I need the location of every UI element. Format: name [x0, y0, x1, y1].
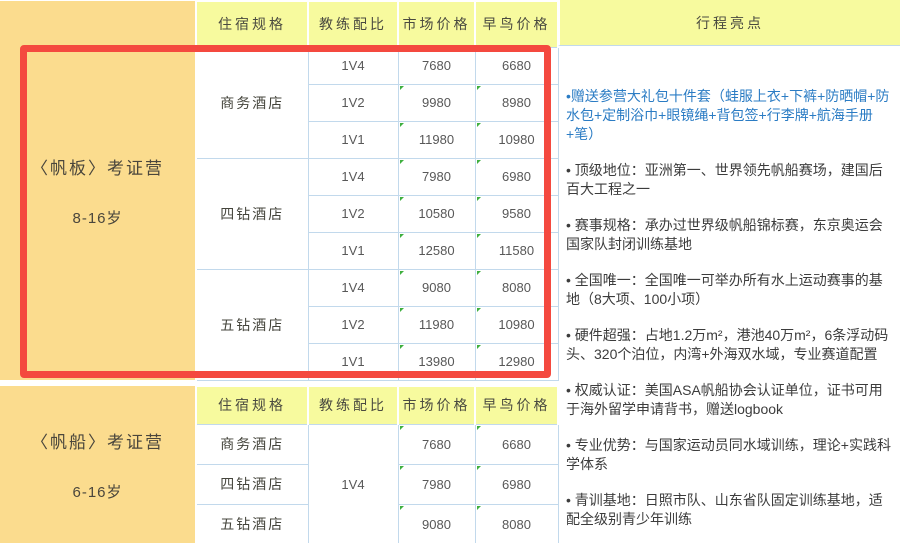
ratio-cell: 1V4	[307, 268, 399, 307]
header-accommodation: 住宿规格	[195, 385, 309, 425]
header-market-price: 市场价格	[397, 0, 476, 48]
highlight-item: • 硬件超强：占地1.2万m²，港池40万m²，6条浮动码头、320个泊位，内湾…	[566, 327, 889, 362]
camp-age-range: 6-16岁	[72, 484, 123, 501]
early-bird-cell: 6980	[474, 463, 559, 505]
ratio-cell: 1V1	[307, 342, 399, 381]
market-price-cell: 7680	[397, 46, 476, 85]
ratio-cell: 1V2	[307, 305, 399, 344]
excel-corner-marker	[399, 465, 404, 470]
header-highlights: 行程亮点	[558, 0, 900, 46]
early-bird-cell: 6680	[474, 423, 559, 465]
excel-corner-marker	[476, 465, 481, 470]
highlight-gift-package: •赠送参营大礼包十件套（蛙服上衣+下裤+防晒帽+防水包+定制浴巾+眼镜绳+背包签…	[566, 88, 890, 142]
market-price-cell: 9080	[397, 268, 476, 307]
hotel-cell: 商务酒店	[195, 423, 309, 465]
ratio-cell-merged: 1V4	[307, 423, 399, 543]
excel-corner-marker	[476, 85, 481, 90]
hotel-cell: 五钻酒店	[195, 268, 309, 381]
excel-corner-marker	[399, 196, 404, 201]
hotel-cell: 商务酒店	[195, 46, 309, 159]
ratio-cell: 1V1	[307, 120, 399, 159]
excel-corner-marker	[399, 425, 404, 430]
highlight-item: • 权威认证：美国ASA帆船协会认证单位，证书可用于海外留学申请背书，赠送log…	[566, 382, 883, 417]
highlight-item: • 青训基地：日照市队、山东省队固定训练基地，适配全级别青少年训练	[566, 492, 883, 527]
market-price-cell: 12580	[397, 231, 476, 270]
early-bird-cell: 10980	[474, 305, 559, 344]
market-price-cell: 11980	[397, 120, 476, 159]
camp-title: 〈帆船〉考证营	[31, 433, 164, 452]
excel-corner-marker	[476, 307, 481, 312]
early-bird-cell: 9580	[474, 194, 559, 233]
hotel-cell: 四钻酒店	[195, 157, 309, 270]
excel-corner-marker	[476, 344, 481, 349]
early-bird-cell: 12980	[474, 342, 559, 381]
highlight-item: • 赛事规格：承办过世界级帆船锦标赛，东京奥运会国家队封闭训练基地	[566, 217, 883, 252]
excel-corner-marker	[399, 505, 404, 510]
market-price-cell: 7680	[397, 423, 476, 465]
market-price-cell: 11980	[397, 305, 476, 344]
highlight-item: • 顶级地位：亚洲第一、世界领先帆船赛场，建国后百大工程之一	[566, 162, 883, 197]
camp-cell-sailing: 〈帆船〉考证营 6-16岁	[0, 386, 197, 543]
market-price-cell: 9980	[397, 83, 476, 122]
early-bird-cell: 6680	[474, 46, 559, 85]
excel-corner-marker	[399, 233, 404, 238]
market-price-cell: 7980	[397, 157, 476, 196]
hotel-cell: 五钻酒店	[195, 503, 309, 543]
early-bird-cell: 8980	[474, 83, 559, 122]
excel-corner-marker	[476, 270, 481, 275]
excel-corner-marker	[476, 505, 481, 510]
camp-cell-windsurf: 〈帆板〉考证营 8-16岁	[0, 1, 197, 380]
header-early-bird-price: 早鸟价格	[474, 385, 559, 425]
excel-corner-marker	[476, 196, 481, 201]
ratio-cell: 1V4	[307, 46, 399, 85]
camp-title: 〈帆板〉考证营	[31, 158, 164, 178]
excel-corner-marker	[399, 159, 404, 164]
excel-corner-marker	[399, 122, 404, 127]
market-price-cell: 13980	[397, 342, 476, 381]
ratio-cell: 1V2	[307, 83, 399, 122]
early-bird-cell: 8080	[474, 503, 559, 543]
header-coach-ratio: 教练配比	[307, 385, 399, 425]
ratio-cell: 1V2	[307, 194, 399, 233]
camp-age-range: 8-16岁	[72, 209, 123, 227]
ratio-cell: 1V1	[307, 231, 399, 270]
excel-corner-marker	[476, 122, 481, 127]
highlight-item: • 专业优势：与国家运动员同水域训练，理论+实践科学体系	[566, 437, 891, 472]
hotel-cell: 四钻酒店	[195, 463, 309, 505]
market-price-cell: 9080	[397, 503, 476, 543]
excel-corner-marker	[399, 307, 404, 312]
header-market-price: 市场价格	[397, 385, 476, 425]
excel-corner-marker	[476, 233, 481, 238]
early-bird-cell: 6980	[474, 157, 559, 196]
market-price-cell: 10580	[397, 194, 476, 233]
sailing-camp-table: 〈帆船〉考证营 6-16岁 住宿规格 教练配比 市场价格 早鸟价格 商务酒店 1…	[0, 385, 559, 543]
market-price-cell: 7980	[397, 463, 476, 505]
header-early-bird-price: 早鸟价格	[474, 0, 559, 48]
excel-corner-marker	[399, 85, 404, 90]
excel-corner-marker	[399, 344, 404, 349]
highlight-item: • 全国唯一：全国唯一可举办所有水上运动赛事的基地（8大项、100小项）	[566, 272, 883, 307]
early-bird-cell: 10980	[474, 120, 559, 159]
header-accommodation: 住宿规格	[195, 0, 309, 48]
highlights-panel: •赠送参营大礼包十件套（蛙服上衣+下裤+防晒帽+防水包+定制浴巾+眼镜绳+背包签…	[559, 46, 900, 543]
ratio-cell: 1V4	[307, 157, 399, 196]
excel-corner-marker	[476, 425, 481, 430]
windsurf-camp-table: 〈帆板〉考证营 8-16岁 住宿规格 教练配比 市场价格 早鸟价格 商务酒店 1…	[0, 0, 559, 381]
early-bird-cell: 8080	[474, 268, 559, 307]
early-bird-cell: 11580	[474, 231, 559, 270]
excel-corner-marker	[399, 270, 404, 275]
header-coach-ratio: 教练配比	[307, 0, 399, 48]
excel-corner-marker	[476, 159, 481, 164]
